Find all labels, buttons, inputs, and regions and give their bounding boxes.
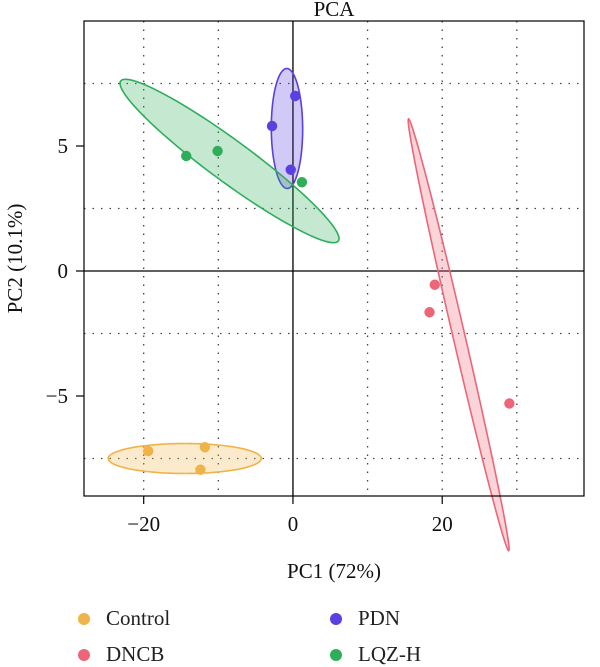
data-point-control (195, 464, 206, 475)
y-tick-label: 0 (58, 259, 69, 283)
y-tick-label: 5 (58, 134, 69, 158)
legend-label: PDN (358, 606, 401, 630)
y-tick-label: −5 (46, 384, 68, 408)
point-layer (142, 90, 515, 475)
confidence-ellipse-control (107, 442, 263, 475)
data-point-control (142, 445, 154, 457)
legend-marker (78, 612, 90, 625)
x-tick-label: 20 (432, 512, 453, 536)
legend-marker (330, 648, 342, 661)
data-point-dncb (504, 398, 515, 409)
legend-label: LQZ-H (358, 642, 421, 666)
confidence-ellipse-lqz-h (119, 78, 340, 244)
data-point-pdn (289, 90, 301, 102)
data-point-lqz-h (181, 150, 192, 162)
data-point-pdn (285, 164, 296, 175)
axis-ticks: −20 0 20 −5 0 5 (46, 134, 453, 536)
legend-item-pdn: PDN (330, 606, 400, 631)
chart-title: PCA (314, 0, 356, 21)
data-point-dncb (429, 279, 440, 290)
legend-marker (330, 612, 342, 625)
x-tick-label: −20 (127, 512, 160, 536)
data-point-dncb (424, 307, 435, 318)
ellipse-layer (107, 67, 510, 552)
legend-item-lqz-h: LQZ-H (330, 642, 421, 667)
y-axis-label: PC2 (10.1%) (3, 204, 27, 314)
grid-lines (84, 21, 584, 496)
legend-label: DNCB (106, 642, 165, 666)
legend-item-dncb: DNCB (78, 642, 164, 667)
x-axis-label: PC1 (72%) (287, 559, 381, 583)
confidence-ellipse-dncb (407, 117, 510, 552)
plot-frame (83, 20, 585, 497)
legend-item-control: Control (78, 606, 170, 631)
legend-label: Control (106, 606, 171, 630)
data-point-lqz-h (212, 145, 223, 157)
x-tick-label: 0 (288, 512, 299, 536)
data-point-control (199, 442, 211, 453)
legend: Control DNCB PDN LQZ-H (0, 596, 600, 667)
data-point-pdn (266, 120, 278, 132)
legend-marker (78, 648, 90, 661)
data-point-lqz-h (296, 177, 308, 188)
pca-chart: −20 0 20 −5 0 5 PCA PC1 (72%) PC2 (10.1%) (3, 0, 585, 583)
